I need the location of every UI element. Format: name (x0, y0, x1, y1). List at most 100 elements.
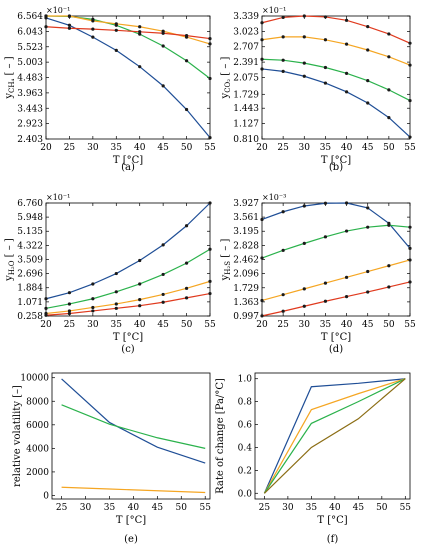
axis-multiplier: ×10⁻¹ (46, 6, 70, 15)
y-tick-label: 0 (43, 491, 49, 501)
data-point (138, 30, 142, 34)
data-point (387, 32, 391, 36)
data-point (260, 217, 264, 222)
series-line-1 (61, 378, 206, 464)
y-tick-label: 1.127 (233, 120, 259, 130)
y-axis-label: yH₂O [ – ] (4, 238, 16, 282)
data-point (366, 101, 370, 105)
y-tick-label: 6000 (26, 421, 49, 431)
y-tick-label: 2.696 (17, 270, 43, 280)
x-tick-label: 55 (404, 143, 416, 153)
y-axis-label-unit: [ – ] (4, 56, 15, 78)
data-point (208, 279, 212, 283)
y-axis-label-main: y (4, 275, 15, 282)
data-point (184, 107, 189, 112)
chart-panel-a: 20 25 30 35 40 45 50 55 2.403 2.923 3.443 3.963 4.48… (4, 6, 216, 173)
data-point (44, 306, 48, 310)
data-point (344, 90, 349, 94)
data-point (323, 81, 328, 85)
data-point (302, 14, 306, 18)
y-tick-label: 3.023 (233, 27, 259, 37)
y-tick-label: 0.4 (238, 443, 253, 453)
axis-multiplier: ×10⁻¹ (262, 6, 286, 15)
chart-panel-c: 20 25 30 35 40 45 50 55 0.258 1.071 1.884 2.696 3.50… (4, 193, 216, 355)
y-axis-label-subscript: H₂O (8, 260, 16, 275)
data-point (302, 35, 306, 39)
data-point (344, 201, 349, 205)
x-tick-label: 35 (111, 320, 123, 330)
series-line-3 (46, 15, 211, 45)
chart-panel-f: 25 30 35 40 45 50 55 0.0 0.2 0.4 0.6 0.8 1.0 T [°C] Ra… (215, 372, 412, 545)
y-tick-label: 5.003 (17, 58, 43, 68)
plot-frame (45, 15, 211, 140)
y-tick-label: 2.403 (17, 135, 43, 145)
x-tick-label: 35 (320, 143, 332, 153)
data-point (344, 295, 349, 299)
data-point (114, 290, 118, 294)
y-axis-label-main: y (220, 274, 231, 281)
y-tick-label: 3.195 (233, 227, 259, 237)
y-tick-label: 1.884 (17, 284, 43, 294)
data-point (408, 258, 412, 262)
y-tick-label: 2000 (26, 468, 49, 478)
data-point (161, 44, 165, 48)
data-point (281, 210, 285, 214)
y-tick-label: 0.997 (233, 312, 259, 322)
series-line-1 (261, 202, 411, 249)
series-line-3 (263, 378, 406, 494)
axis-multiplier: ×10⁻¹ (46, 193, 70, 202)
series-line-1 (45, 17, 211, 138)
x-tick-label: 55 (204, 143, 216, 153)
x-tick-label: 35 (104, 503, 116, 513)
data-point (281, 293, 285, 297)
x-tick-label: 40 (341, 320, 353, 330)
data-point (366, 206, 370, 210)
data-point (114, 22, 118, 26)
x-tick-label: 20 (256, 320, 268, 330)
y-tick-label: 5.523 (17, 43, 43, 53)
y-tick-label: 2.923 (17, 120, 43, 130)
series-line-4 (45, 26, 211, 40)
series-line-2 (61, 404, 206, 449)
chart-panel-d: 20 25 30 35 40 45 50 55 0.997 1.363 1.729 2.096 2.46… (220, 193, 416, 355)
x-tick-label: 25 (64, 143, 76, 153)
series-line-4 (45, 292, 211, 316)
data-point (138, 32, 142, 36)
y-tick-label: 6.564 (17, 12, 43, 22)
y-tick-label: 2.828 (233, 241, 259, 251)
data-point (208, 136, 212, 140)
data-point (260, 314, 264, 318)
data-point (184, 59, 189, 63)
y-tick-label: 3.443 (17, 104, 43, 114)
data-point (91, 305, 95, 310)
data-point (302, 204, 306, 208)
data-point (281, 248, 285, 252)
x-axis-label: T [°C] (321, 155, 351, 166)
x-tick-label: 35 (111, 143, 123, 153)
data-point (184, 296, 189, 300)
data-point (161, 84, 165, 88)
data-point (408, 280, 412, 284)
data-point (184, 34, 189, 38)
x-tick-label: 55 (400, 503, 412, 513)
data-point (67, 23, 72, 27)
panel-caption: (a) (121, 162, 135, 173)
plot-frame (51, 372, 211, 500)
series-line-4 (261, 68, 411, 138)
series-line-4 (261, 281, 411, 317)
x-tick-label: 50 (181, 143, 193, 153)
data-point (323, 281, 328, 285)
data-point (366, 225, 370, 229)
data-point (323, 299, 328, 303)
axis-multiplier: ×10⁻³ (262, 193, 286, 202)
data-point (67, 14, 72, 18)
data-point (323, 201, 328, 205)
data-point (387, 116, 391, 120)
data-point (114, 271, 118, 276)
y-tick-label: 3.339 (233, 12, 259, 22)
x-tick-label: 30 (87, 143, 99, 153)
series-line-1 (45, 202, 211, 300)
y-axis-label: relative volatility [–] (12, 385, 23, 487)
data-point (67, 311, 72, 316)
data-point (67, 302, 72, 306)
